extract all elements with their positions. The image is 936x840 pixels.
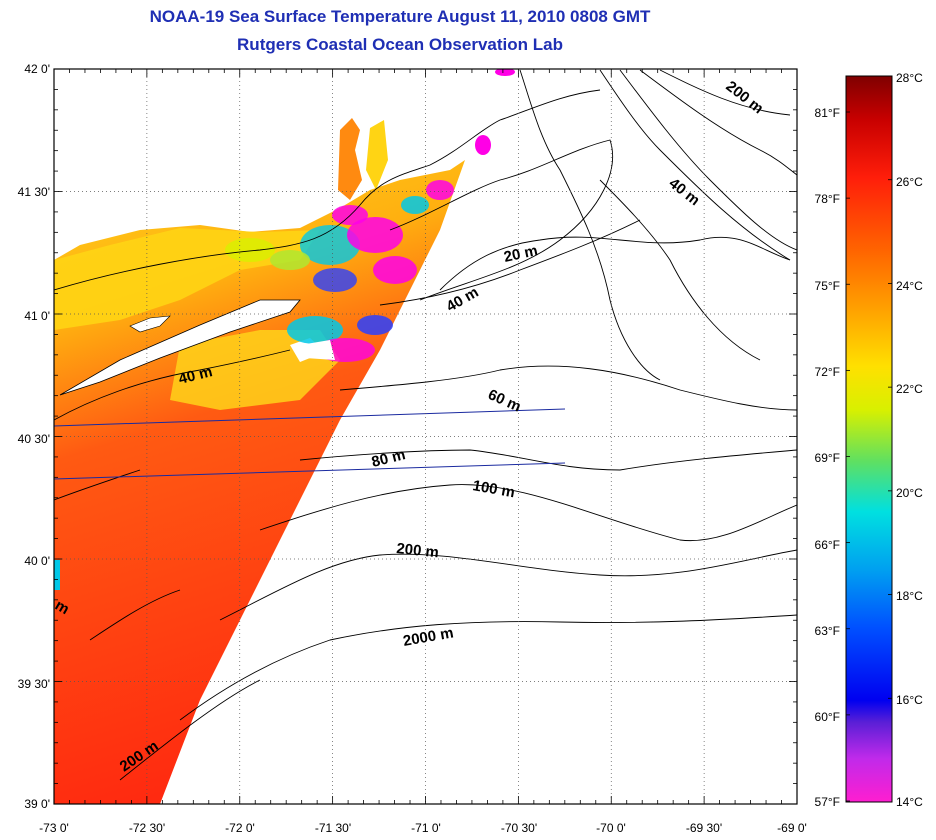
celsius-label: 24°C [896,279,923,293]
lon-label: -70 30' [501,821,537,835]
contour-label: 40 m [666,175,703,209]
lat-label: 42 0' [24,62,50,76]
fahrenheit-label: 78°F [815,192,840,206]
lat-label: 41 30' [18,185,50,199]
frame-ticks [53,68,798,805]
lon-label: -73 0' [39,821,69,835]
lon-label: -69 0' [777,821,807,835]
contour-label: 20 m [502,242,539,266]
lon-label: -70 0' [596,821,626,835]
celsius-label: 16°C [896,693,923,707]
celsius-label: 18°C [896,589,923,603]
lat-label: 39 0' [24,797,50,811]
fahrenheit-label: 60°F [815,710,840,724]
fahrenheit-label: 57°F [815,795,840,809]
lat-label: 39 30' [18,677,50,691]
celsius-label: 28°C [896,71,923,85]
lat-label: 41 0' [24,309,50,323]
lon-label: -72 30' [129,821,165,835]
sst-swath [54,69,515,804]
contour-label: 200 m [723,78,767,118]
bathymetry-contours [54,69,797,781]
fahrenheit-label: 69°F [815,451,840,465]
map-subtitle: Rutgers Coastal Ocean Observation Lab [237,35,563,54]
celsius-label: 20°C [896,486,923,500]
colorbar-ticks [846,75,892,803]
lat-label: 40 30' [18,432,50,446]
colorbar [845,75,893,803]
contour-label: 200 m [396,540,440,561]
celsius-label: 26°C [896,175,923,189]
graticule [54,69,797,804]
fahrenheit-label: 66°F [815,538,840,552]
lon-label: -71 0' [411,821,441,835]
lon-label: -71 30' [315,821,351,835]
celsius-label: 14°C [896,795,923,809]
lon-label: -69 30' [686,821,722,835]
contour-label: 2000 m [402,624,455,650]
fahrenheit-label: 63°F [815,624,840,638]
fahrenheit-label: 81°F [815,106,840,120]
lon-label: -72 0' [225,821,255,835]
celsius-label: 22°C [896,382,923,396]
lat-label: 40 0' [24,554,50,568]
fahrenheit-label: 72°F [815,365,840,379]
contour-label: 80 m [370,446,407,471]
map-title: NOAA-19 Sea Surface Temperature August 1… [149,7,651,26]
contour-label: 40 m [444,284,482,316]
contour-label: 100 m [471,477,516,501]
transect-lines [54,408,566,480]
fahrenheit-label: 75°F [815,279,840,293]
